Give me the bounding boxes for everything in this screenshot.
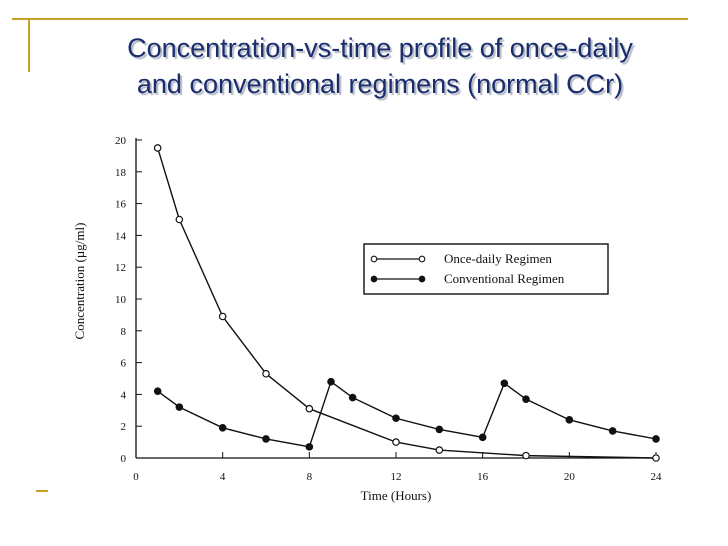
conventional-point <box>175 403 184 411</box>
once-daily-point <box>218 312 227 321</box>
conventional-point <box>348 393 357 402</box>
conventional-point <box>153 387 162 396</box>
y-tick-label: 18 <box>115 167 127 179</box>
conventional-point <box>478 433 487 442</box>
conventional-point <box>327 377 335 386</box>
slide-title: Concentration-vs-time profile of once-da… <box>40 30 720 102</box>
x-tick-label: 8 <box>307 471 313 483</box>
legend-marker-open <box>370 255 378 263</box>
conventional-point <box>608 427 617 435</box>
chart-legend: Once-daily Regimen Conventional Regimen <box>363 243 609 295</box>
slide-left-rule <box>28 20 30 72</box>
series-line-1 <box>156 147 657 459</box>
y-tick-label: 12 <box>115 262 126 274</box>
conventional-point <box>565 416 574 424</box>
once-daily-point <box>435 446 444 454</box>
series-line-2 <box>157 380 657 448</box>
once-daily-point <box>262 369 270 378</box>
chart-series <box>153 144 660 462</box>
legend-marker-filled <box>370 275 378 283</box>
x-tick-label: 16 <box>477 471 489 483</box>
slide-title-line-1: Concentration-vs-time profile of once-da… <box>127 33 633 63</box>
y-tick-label: 2 <box>121 421 127 433</box>
conventional-point <box>305 443 314 451</box>
conventional-point <box>262 435 270 443</box>
y-tick-label: 0 <box>121 453 127 465</box>
conventional-point <box>218 423 227 432</box>
x-tick-label: 4 <box>220 471 226 483</box>
x-tick-label: 12 <box>391 471 402 483</box>
slide-corner-mark <box>36 490 48 492</box>
once-daily-point <box>153 144 162 152</box>
conventional-point <box>500 379 509 388</box>
y-axis-title: Concentration (µg/ml) <box>72 223 87 340</box>
legend-box <box>363 243 609 295</box>
y-tick-label: 10 <box>115 294 127 306</box>
legend-label-once-daily: Once-daily Regimen <box>444 251 552 266</box>
once-daily-point <box>522 451 530 460</box>
once-daily-point <box>305 404 314 413</box>
once-daily-point <box>175 215 184 224</box>
y-tick-label: 20 <box>115 135 127 147</box>
x-tick-label: 20 <box>564 471 576 483</box>
once-daily-point <box>652 454 660 462</box>
legend-marker-open <box>418 255 426 263</box>
conventional-point <box>435 425 444 434</box>
y-tick-label: 4 <box>121 389 127 401</box>
y-tick-label: 16 <box>115 199 127 211</box>
legend-label-conventional: Conventional Regimen <box>444 271 565 286</box>
slide-top-rule <box>12 18 688 20</box>
y-tick-label: 6 <box>121 358 127 370</box>
slide-title-line-2: and conventional regimens (normal CCr) <box>136 69 624 99</box>
once-daily-point <box>392 438 400 446</box>
legend-marker-filled <box>418 275 426 283</box>
y-tick-label: 14 <box>115 230 127 242</box>
x-axis-title: Time (Hours) <box>361 488 432 503</box>
x-tick-label: 0 <box>133 471 139 483</box>
conventional-point <box>652 435 660 443</box>
conventional-point <box>522 395 530 403</box>
x-tick-label: 24 <box>651 471 663 483</box>
y-tick-label: 8 <box>121 326 127 338</box>
conventional-point <box>392 414 400 423</box>
